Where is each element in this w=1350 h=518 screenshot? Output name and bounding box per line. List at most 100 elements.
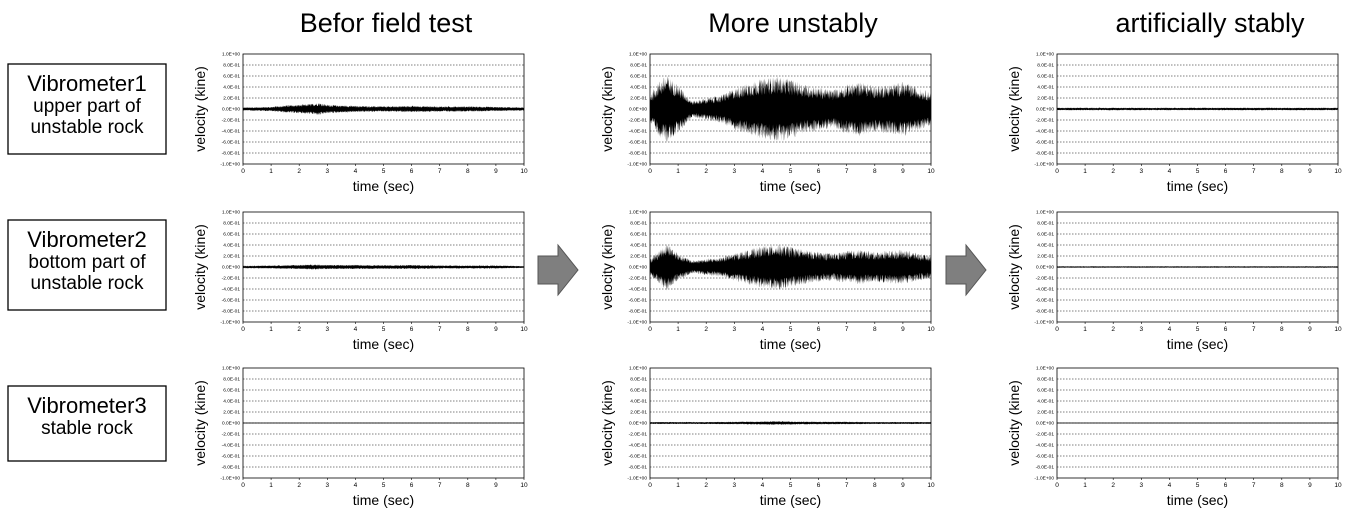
x-tick-label: 2 [704,482,708,489]
x-tick-label: 7 [845,168,849,175]
x-tick-label: 1 [1083,326,1087,333]
x-axis-label: time (sec) [1167,492,1228,508]
y-tick-label: -4.0E-01 [1036,443,1055,449]
y-tick-label: -4.0E-01 [629,129,648,135]
x-tick-label: 2 [1111,168,1115,175]
y-tick-label: 8.0E-01 [223,63,240,69]
x-tick-label: 5 [382,326,386,333]
x-tick-label: 3 [732,482,736,489]
x-axis-label: time (sec) [353,336,414,352]
x-tick-label: 8 [873,326,877,333]
y-tick-label: -1.0E+00 [220,162,240,168]
y-tick-label: 4.0E-01 [1037,85,1054,91]
x-tick-label: 10 [927,326,935,333]
column-title: More unstably [708,8,878,38]
x-tick-label: 0 [241,168,245,175]
y-tick-label: 4.0E-01 [630,399,647,405]
x-tick-label: 10 [1334,326,1342,333]
y-tick-label: -8.0E-01 [629,309,648,315]
x-tick-label: 9 [1308,482,1312,489]
chart-panel: 1.0E+00 8.0E-01 6.0E-01 4.0E-01 2.0E-01 0.0E+… [192,366,528,508]
right-arrow-icon [537,243,579,297]
y-tick-label: 6.0E-01 [1037,388,1054,394]
y-axis-label: velocity (kine) [599,224,615,310]
y-tick-label: 8.0E-01 [223,377,240,383]
x-tick-label: 10 [520,326,528,333]
y-tick-label: -1.0E+00 [1034,320,1054,326]
x-axis-label: time (sec) [353,178,414,194]
row-title: Vibrometer1 [27,71,146,96]
x-tick-label: 2 [704,168,708,175]
row-title: Vibrometer2 [27,227,146,252]
y-tick-label: 6.0E-01 [1037,74,1054,80]
x-tick-label: 6 [817,168,821,175]
x-tick-label: 9 [901,326,905,333]
x-tick-label: 0 [241,326,245,333]
y-tick-label: -8.0E-01 [222,465,241,471]
y-tick-label: -2.0E-01 [629,276,648,282]
row-subtitle: bottom part of [28,252,146,273]
x-tick-label: 4 [761,168,765,175]
y-tick-label: 8.0E-01 [630,63,647,69]
x-tick-label: 2 [297,482,301,489]
x-tick-label: 6 [817,482,821,489]
x-tick-label: 7 [438,168,442,175]
x-tick-label: 1 [676,168,680,175]
x-tick-label: 2 [1111,326,1115,333]
x-tick-label: 8 [466,168,470,175]
x-tick-label: 5 [1196,168,1200,175]
x-tick-label: 3 [1139,168,1143,175]
x-tick-label: 8 [873,482,877,489]
y-tick-label: 8.0E-01 [223,221,240,227]
chart-panel: 1.0E+00 8.0E-01 6.0E-01 4.0E-01 2.0E-01 0.0E+… [1006,366,1342,508]
x-tick-label: 3 [325,482,329,489]
chart-panel: 1.0E+00 8.0E-01 6.0E-01 4.0E-01 2.0E-01 0.0E+… [599,210,935,352]
x-tick-label: 8 [1280,482,1284,489]
y-tick-label: -8.0E-01 [222,309,241,315]
y-tick-label: -1.0E+00 [1034,476,1054,482]
y-tick-label: 8.0E-01 [1037,63,1054,69]
y-tick-label: -1.0E+00 [627,162,647,168]
y-tick-label: 6.0E-01 [223,232,240,238]
x-tick-label: 8 [466,482,470,489]
y-tick-label: 6.0E-01 [630,74,647,80]
y-tick-label: 6.0E-01 [630,388,647,394]
x-tick-label: 9 [494,482,498,489]
y-tick-label: -2.0E-01 [222,118,241,124]
x-tick-label: 5 [382,168,386,175]
x-tick-label: 1 [676,482,680,489]
y-tick-label: 1.0E+00 [222,210,240,216]
y-axis-label: velocity (kine) [599,66,615,152]
x-tick-label: 8 [1280,168,1284,175]
x-tick-label: 9 [494,326,498,333]
x-tick-label: 2 [1111,482,1115,489]
y-tick-label: 2.0E-01 [223,410,240,416]
x-tick-label: 10 [520,482,528,489]
y-tick-label: 1.0E+00 [629,366,647,372]
y-axis-label: velocity (kine) [192,224,208,310]
y-tick-label: 4.0E-01 [223,243,240,249]
y-tick-label: 1.0E+00 [222,366,240,372]
x-tick-label: 10 [1334,482,1342,489]
y-tick-label: -1.0E+00 [627,320,647,326]
y-tick-label: 2.0E-01 [1037,96,1054,102]
y-tick-label: 2.0E-01 [1037,410,1054,416]
y-tick-label: 4.0E-01 [630,85,647,91]
x-tick-label: 1 [269,482,273,489]
x-tick-label: 1 [1083,168,1087,175]
row-subtitle: upper part of [33,96,141,117]
x-tick-label: 3 [732,168,736,175]
x-tick-label: 8 [1280,326,1284,333]
chart-panel: 1.0E+00 8.0E-01 6.0E-01 4.0E-01 2.0E-01 0.0E+… [192,210,528,352]
y-tick-label: -6.0E-01 [629,454,648,460]
y-tick-label: 0.0E+00 [1036,107,1054,113]
x-tick-label: 0 [1055,482,1059,489]
y-tick-label: 8.0E-01 [1037,377,1054,383]
x-tick-label: 7 [1252,168,1256,175]
x-tick-label: 8 [466,326,470,333]
column-titles: Befor field test More unstably artificiall… [300,8,1305,38]
y-tick-label: -4.0E-01 [222,443,241,449]
y-tick-label: -8.0E-01 [1036,151,1055,157]
x-axis-label: time (sec) [760,492,821,508]
